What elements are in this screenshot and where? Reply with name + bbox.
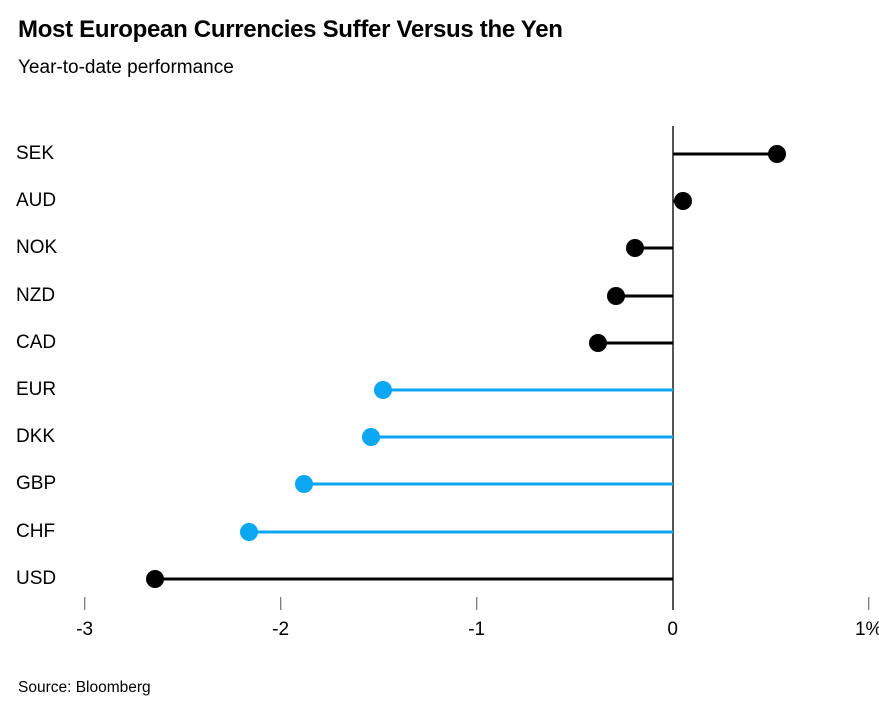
category-label: NOK [16,237,58,259]
axis-tick-label: -3 [76,619,94,640]
lollipop-dot [373,381,392,399]
lollipop-dot [606,286,625,305]
axis-tick-label: 1% [854,619,879,640]
lollipop-dot [361,428,380,447]
axis-tick [83,597,86,610]
axis-tick [475,597,478,610]
category-label: SEK [16,143,55,164]
lollipop-stem [598,341,673,345]
category-label: AUD [16,190,57,212]
lollipop-stem [635,246,673,250]
lollipop-stem [615,294,673,298]
lollipop-stem [249,530,673,534]
category-label: USD [16,567,57,589]
chart-title: Most European Currencies Suffer Versus t… [18,16,563,43]
lollipop-dot [295,475,314,494]
source-note: Source: Bloomberg [18,679,151,696]
lollipop-stem [304,482,673,486]
lollipop-stem [370,435,673,439]
axis-tick [671,597,674,610]
axis-tick-label: -2 [272,619,290,640]
lollipop-stem [382,388,673,392]
category-label: CHF [16,520,56,542]
lollipop-stem [672,152,777,156]
lollipop-dot [673,192,692,211]
category-label: NZD [16,284,56,306]
zero-axis-line [671,126,674,610]
lollipop-dot [767,145,786,163]
lollipop-dot [240,522,259,541]
category-label: CAD [16,331,57,353]
lollipop-dot [589,333,608,352]
axis-tick-label: 0 [667,619,678,640]
category-label: EUR [16,379,57,400]
category-label: DKK [16,426,56,448]
axis-tick-label: -1 [468,619,486,640]
axis-tick [867,597,870,610]
lollipop-stem [155,577,673,581]
lollipop-dot [146,569,165,588]
lollipop-dot [626,239,645,258]
axis-tick [279,597,282,610]
category-label: GBP [16,473,57,495]
chart-subtitle: Year-to-date performance [18,57,234,78]
